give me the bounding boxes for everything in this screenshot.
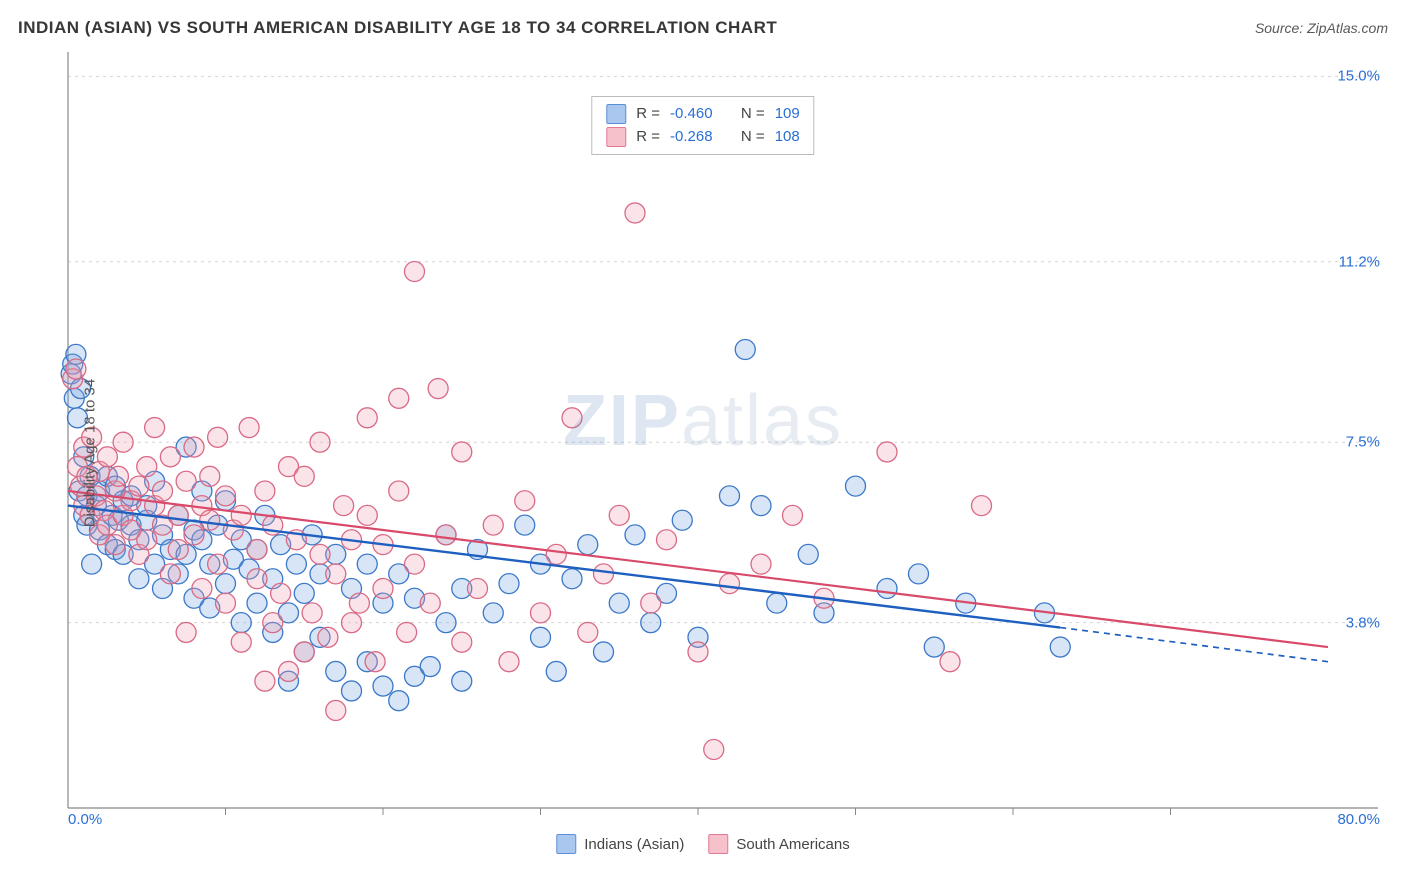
- y-tick-label: 7.5%: [1346, 434, 1380, 451]
- y-tick-label: 15.0%: [1337, 68, 1380, 85]
- legend-swatch-indians: [556, 834, 576, 854]
- chart-area: Disability Age 18 to 34 ZIPatlas R = -0.…: [18, 48, 1388, 858]
- legend-label-southamericans: South Americans: [736, 836, 849, 853]
- legend-item-southamericans: South Americans: [708, 834, 849, 854]
- legend-label-indians: Indians (Asian): [584, 836, 684, 853]
- x-axis-max-label: 80.0%: [1337, 811, 1380, 828]
- x-axis-min-label: 0.0%: [68, 811, 102, 828]
- chart-title: INDIAN (ASIAN) VS SOUTH AMERICAN DISABIL…: [18, 18, 777, 38]
- stats-legend: R = -0.460 N = 109 R = -0.268 N = 108: [591, 96, 814, 155]
- stats-row-indians: R = -0.460 N = 109: [606, 103, 799, 126]
- y-axis-label: Disability Age 18 to 34: [82, 379, 99, 527]
- source-label: Source: ZipAtlas.com: [1255, 20, 1388, 36]
- legend-item-indians: Indians (Asian): [556, 834, 684, 854]
- scatter-plot: [18, 48, 1388, 858]
- y-tick-label: 3.8%: [1346, 614, 1380, 631]
- swatch-southamericans: [606, 127, 626, 147]
- legend-swatch-southamericans: [708, 834, 728, 854]
- stats-row-southamericans: R = -0.268 N = 108: [606, 126, 799, 149]
- chart-header: INDIAN (ASIAN) VS SOUTH AMERICAN DISABIL…: [18, 18, 1388, 38]
- y-tick-label: 11.2%: [1339, 253, 1380, 270]
- swatch-indians: [606, 104, 626, 124]
- legend-bottom: Indians (Asian) South Americans: [556, 834, 849, 854]
